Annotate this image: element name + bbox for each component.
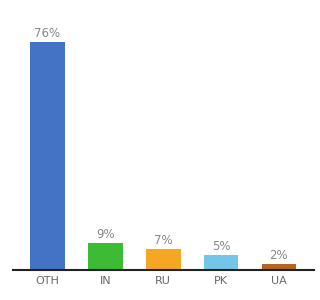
Text: 5%: 5%	[212, 240, 230, 253]
Text: 7%: 7%	[154, 234, 172, 247]
Bar	[30, 42, 65, 270]
Text: 2%: 2%	[269, 249, 288, 262]
Bar	[261, 264, 296, 270]
Text: 76%: 76%	[35, 27, 60, 40]
Bar	[88, 243, 123, 270]
Bar	[146, 249, 180, 270]
Text: 9%: 9%	[96, 228, 115, 241]
Bar	[204, 255, 238, 270]
